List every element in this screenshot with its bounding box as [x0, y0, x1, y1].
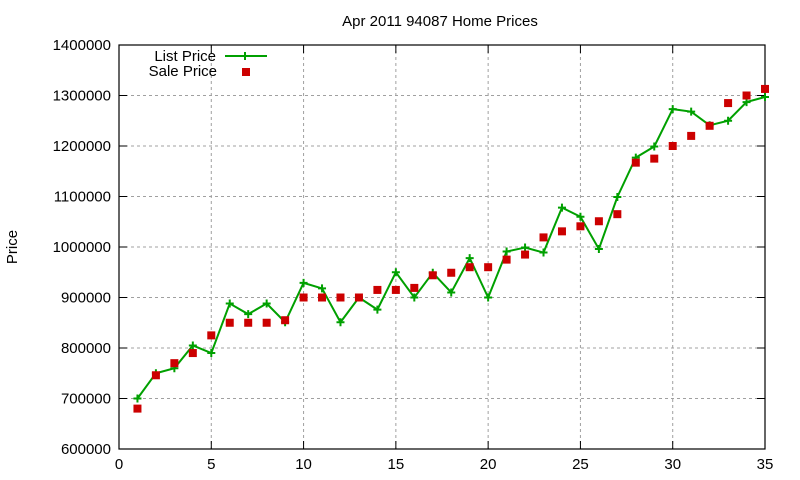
- y-tick-label: 700000: [61, 391, 111, 408]
- list-price-point: [650, 142, 659, 151]
- y-tick-label: 1000000: [53, 239, 111, 256]
- y-tick-label: 1400000: [53, 37, 111, 54]
- y-tick-label: 600000: [61, 441, 111, 458]
- sale-price-point: [170, 359, 179, 368]
- legend-list-price-label: List Price: [154, 48, 216, 65]
- sale-price-point: [428, 271, 437, 280]
- list-price-point: [465, 254, 474, 263]
- list-price-point: [188, 341, 197, 350]
- legend-sale-price-label: Sale Price: [149, 63, 217, 80]
- sale-price-point: [244, 318, 253, 327]
- sale-price-point: [557, 227, 566, 236]
- sale-price-point: [521, 250, 530, 259]
- list-price-point: [521, 243, 530, 252]
- legend-plus-icon: [241, 52, 249, 60]
- y-tick-label: 1100000: [54, 189, 111, 206]
- x-tick-label: 30: [664, 456, 681, 473]
- list-price-point: [225, 299, 234, 308]
- list-price-point: [299, 278, 308, 287]
- sale-price-point: [447, 268, 456, 277]
- series-list-price: [133, 93, 769, 403]
- legend-square-icon: [242, 68, 250, 76]
- list-price-point: [318, 284, 327, 293]
- list-price-point: [391, 268, 400, 277]
- sale-price-point: [225, 318, 234, 327]
- x-tick-label: 25: [572, 456, 589, 473]
- legend: List Price Sale Price: [149, 48, 267, 80]
- list-price-point: [133, 394, 142, 403]
- sale-price-point: [410, 283, 419, 292]
- x-tick-label: 0: [115, 456, 123, 473]
- y-axis-label: Price: [4, 230, 21, 264]
- x-tick-label: 5: [207, 456, 215, 473]
- y-tick-label: 900000: [61, 290, 111, 307]
- grid-lines: [119, 45, 765, 449]
- sale-price-point: [576, 222, 585, 231]
- x-tick-label: 35: [757, 456, 774, 473]
- sale-price-point: [502, 255, 511, 264]
- sale-price-point: [650, 154, 659, 163]
- list-price-point: [502, 247, 511, 256]
- sale-price-point: [299, 293, 308, 302]
- x-tick-label: 15: [388, 456, 405, 473]
- sale-price-point: [761, 84, 769, 93]
- list-price-point: [336, 318, 345, 327]
- list-price-point: [668, 105, 677, 114]
- sale-price-point: [742, 91, 751, 100]
- sale-price-point: [151, 371, 160, 380]
- sale-price-point: [594, 217, 603, 226]
- list-price-point: [594, 245, 603, 254]
- list-price-point: [262, 299, 271, 308]
- sale-price-point: [336, 293, 345, 302]
- y-tick-label: 1300000: [53, 88, 111, 105]
- x-tick-label: 10: [295, 456, 312, 473]
- sale-price-point: [354, 293, 363, 302]
- list-price-point: [576, 212, 585, 221]
- x-tick-label: 20: [480, 456, 497, 473]
- sale-price-point: [705, 121, 714, 130]
- sale-price-point: [668, 142, 677, 150]
- sale-price-point: [188, 349, 197, 358]
- sale-price-point: [318, 293, 327, 302]
- list-price-point: [613, 193, 622, 202]
- y-tick-label: 1200000: [53, 138, 111, 155]
- sale-price-point: [207, 331, 216, 340]
- list-price-point: [373, 305, 382, 314]
- y-tick-label: 800000: [61, 340, 111, 357]
- sale-price-point: [281, 316, 290, 325]
- series-sale-price: [133, 84, 769, 413]
- sale-price-point: [133, 404, 142, 413]
- sale-price-point: [631, 158, 640, 167]
- list-price-point: [724, 116, 733, 125]
- list-price-point: [761, 93, 769, 102]
- list-price-point: [484, 293, 493, 302]
- list-price-point: [447, 288, 456, 297]
- sale-price-point: [465, 263, 474, 272]
- axis-ticks: 600000 700000 800000 900000 1000000 1100000 12…: [53, 37, 774, 473]
- sale-price-point: [724, 99, 733, 108]
- sale-price-point: [262, 318, 271, 327]
- sale-price-point: [391, 285, 400, 294]
- sale-price-point: [373, 285, 382, 294]
- list-price-point: [410, 293, 419, 302]
- list-price-point: [539, 248, 548, 257]
- sale-price-point: [687, 131, 696, 140]
- sale-price-point: [539, 233, 548, 242]
- list-price-point: [557, 203, 566, 212]
- list-price-point: [207, 349, 216, 358]
- sale-price-point: [484, 263, 493, 272]
- sale-price-point: [613, 210, 622, 219]
- chart-title: Apr 2011 94087 Home Prices: [342, 13, 538, 30]
- list-price-point: [687, 107, 696, 116]
- list-price-point: [244, 310, 253, 319]
